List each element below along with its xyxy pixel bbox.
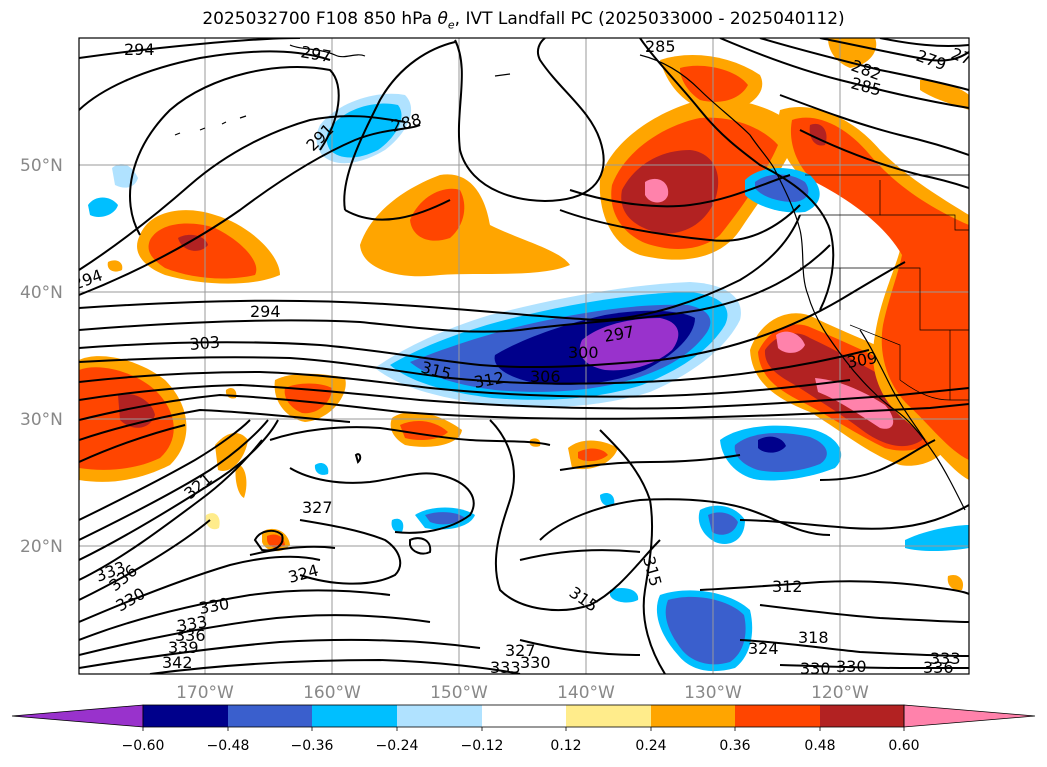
warm-region	[148, 223, 257, 279]
cool-region	[425, 512, 465, 525]
warm-region	[815, 378, 894, 429]
lon-label: 170°W	[176, 683, 234, 703]
theta-e-contours	[79, 38, 969, 674]
contour-label: 294	[124, 40, 155, 59]
warm-region	[790, 117, 969, 461]
colorbar-segment	[482, 705, 566, 727]
colorbar-segment	[397, 705, 482, 727]
warm-region	[920, 79, 969, 110]
contour-label: 303	[189, 332, 221, 354]
cool-region	[600, 493, 615, 506]
contour-label: 300	[568, 343, 599, 362]
borders	[800, 174, 969, 401]
warm-region	[621, 150, 719, 234]
colorbar-tick-label: 0.60	[888, 738, 919, 754]
lat-label: 40°N	[20, 283, 63, 303]
warm-region	[235, 464, 247, 498]
lon-label: 150°W	[430, 683, 488, 703]
colorbar-segment	[228, 705, 312, 727]
contour-label: 327	[302, 498, 333, 517]
contour-label: 336	[175, 626, 206, 645]
contour-label: 327	[505, 641, 536, 660]
colorbar-ticks	[142, 727, 905, 731]
warm-region	[107, 260, 123, 272]
cool-region	[88, 197, 118, 217]
cool-region	[665, 596, 746, 665]
colorbar-segment	[143, 705, 228, 727]
contour-label: 333	[490, 658, 521, 677]
contour-label: 333	[930, 649, 961, 668]
cool-region	[758, 436, 786, 453]
lon-label: 120°W	[811, 683, 869, 703]
latitude-labels: 50°N 40°N 30°N 20°N	[20, 156, 63, 557]
colorbar-extend-low	[11, 704, 144, 728]
warm-region	[178, 234, 208, 251]
contour-label: 285	[645, 37, 676, 56]
colorbar-segment	[566, 705, 651, 727]
cool-region	[579, 318, 679, 371]
lat-label: 30°N	[20, 410, 63, 430]
cool-region	[734, 433, 827, 472]
lon-label: 140°W	[557, 683, 615, 703]
contour-label: 336	[923, 658, 954, 677]
cool-region	[391, 518, 404, 533]
contour-label: 330	[520, 653, 551, 672]
colorbar-segment	[312, 705, 397, 727]
warm-region	[410, 188, 465, 241]
colorbar-tick-label: −0.60	[122, 738, 165, 754]
colorbar-tick-label: 0.24	[635, 738, 666, 754]
colorbar-segment	[735, 705, 820, 727]
contour-label: 330	[800, 659, 831, 678]
colorbar-tick-label: −0.48	[207, 738, 250, 754]
map-area: 294 297 285 282 279 276 285 291 288 294 …	[79, 37, 969, 678]
warm-region	[360, 174, 570, 277]
contour-label: 318	[798, 628, 829, 647]
colorbar-tick-label: 0.12	[550, 738, 581, 754]
warm-region	[645, 178, 669, 203]
warm-region	[947, 574, 964, 591]
contour-label: 306	[530, 367, 561, 386]
lat-label: 50°N	[20, 156, 63, 176]
graticule	[79, 38, 969, 674]
colorbar-tick-label: −0.36	[291, 738, 334, 754]
cool-region	[610, 588, 639, 603]
warm-region	[680, 65, 748, 102]
contour-label: 339	[168, 638, 199, 657]
cool-region	[314, 463, 329, 475]
warm-region	[205, 513, 220, 530]
positive-shading	[79, 38, 969, 591]
colorbar-frame	[142, 704, 905, 728]
warm-region	[400, 420, 448, 440]
map-frame	[78, 37, 970, 675]
colorbar-extend-high	[903, 704, 1036, 728]
contour-label: 330	[836, 657, 867, 676]
contour-label: 342	[162, 653, 193, 672]
cool-region	[905, 525, 969, 551]
cool-region	[708, 512, 738, 535]
colorbar-tick-label: 0.48	[804, 738, 835, 754]
longitude-labels: 170°W 160°W 150°W 140°W 130°W 120°W	[176, 683, 869, 703]
chart-title: 2025032700 F108 850 hPa θe, IVT Landfall…	[202, 9, 845, 32]
cool-region	[755, 174, 809, 202]
colorbar-segment	[820, 705, 904, 727]
lat-label: 20°N	[20, 537, 63, 557]
contour-label: 294	[250, 302, 281, 321]
lon-label: 130°W	[684, 683, 742, 703]
colorbar-tick-label: −0.24	[376, 738, 419, 754]
colorbar-segment	[651, 705, 735, 727]
colorbar-tick-label: 0.36	[719, 738, 750, 754]
lon-label: 160°W	[303, 683, 361, 703]
colorbar: −0.60 −0.48 −0.36 −0.24 −0.12 0.12 0.24 …	[11, 704, 1036, 754]
colorbar-tick-label: −0.12	[461, 738, 504, 754]
contour-label: 324	[748, 639, 779, 658]
contour-label: 312	[772, 577, 803, 596]
warm-region	[776, 331, 805, 353]
